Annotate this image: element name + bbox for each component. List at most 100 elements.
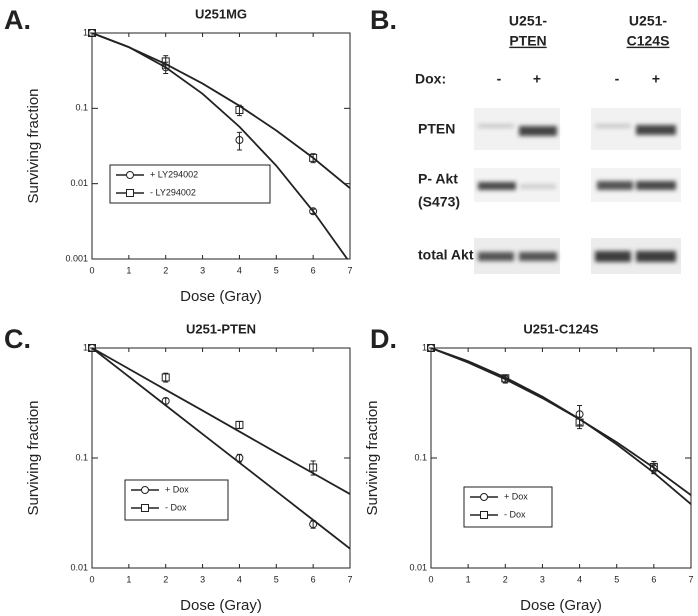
x-tick-label: 7: [347, 265, 352, 275]
y-tick-label: 0.01: [409, 562, 427, 572]
x-tick-label: 1: [126, 265, 131, 275]
panel-label: A.: [4, 5, 31, 35]
fit-line: [92, 33, 350, 189]
x-tick-label: 1: [466, 574, 471, 584]
marker: [649, 462, 658, 471]
x-tick-label: 3: [540, 574, 545, 584]
fit-line: [431, 348, 691, 505]
row-label: P- Akt: [418, 171, 458, 187]
x-tick-label: 6: [651, 574, 656, 584]
marker: [235, 106, 244, 115]
x-tick-label: 5: [274, 265, 279, 275]
legend-box: [109, 164, 271, 204]
y-tick-label: 0.1: [75, 103, 88, 113]
marker: [235, 135, 244, 144]
x-tick-label: 6: [311, 265, 316, 275]
fit-line: [92, 33, 349, 259]
x-axis-label: Dose (Gray): [180, 597, 262, 614]
marker: [161, 57, 170, 66]
y-tick-label: 0.01: [70, 178, 88, 188]
row-label: total Akt: [418, 247, 474, 263]
y-tick-label: 1: [83, 342, 88, 352]
chart-title: U251MG: [195, 6, 247, 21]
legend-label: + Dox: [165, 484, 189, 494]
fit-line: [92, 348, 350, 550]
legend-marker: [141, 486, 149, 494]
y-tick-label: 0.1: [414, 452, 427, 462]
legend-box: [124, 479, 229, 521]
row-label: PTEN: [418, 121, 455, 137]
x-tick-label: 3: [200, 574, 205, 584]
chart-title: U251-PTEN: [186, 321, 256, 336]
y-tick-label: 1: [422, 342, 427, 352]
y-axis-label: Surviving fraction: [364, 400, 381, 515]
x-tick-label: 2: [163, 265, 168, 275]
panel-label: B.: [370, 5, 397, 35]
column-label: C124S: [627, 33, 670, 49]
x-tick-label: 2: [503, 574, 508, 584]
marker: [235, 454, 244, 462]
column-label: PTEN: [509, 33, 546, 49]
legend-label: - Dox: [165, 502, 187, 512]
x-tick-label: 3: [200, 265, 205, 275]
y-tick-label: 0.01: [70, 562, 88, 572]
legend-label: - Dox: [504, 509, 526, 519]
legend-marker: [480, 493, 488, 501]
x-tick-label: 7: [347, 574, 352, 584]
dox-sign: +: [652, 71, 660, 87]
x-tick-label: 5: [614, 574, 619, 584]
x-tick-label: 2: [163, 574, 168, 584]
blot-panel: B. U251- PTEN U251- C124S Dox: - + - + P…: [370, 5, 681, 274]
chart-title: U251-C124S: [523, 321, 598, 336]
marker: [88, 344, 96, 352]
marker: [88, 29, 96, 37]
plot-frame: [91, 32, 351, 260]
marker: [161, 396, 170, 405]
y-axis-label: Surviving fraction: [25, 400, 42, 515]
row-label: (S473): [418, 194, 460, 210]
marker: [575, 418, 584, 427]
dox-label: Dox:: [415, 71, 446, 87]
chart: C. U251-PTEN Dose (Gray) Surviving fraction…: [4, 321, 353, 614]
x-tick-label: 6: [311, 574, 316, 584]
x-axis-label: Dose (Gray): [520, 597, 602, 614]
legend-box: [463, 486, 553, 528]
y-tick-label: 0.001: [65, 253, 88, 263]
dox-sign: +: [533, 71, 541, 87]
marker: [427, 344, 435, 352]
legend-label: + LY294002: [150, 169, 198, 179]
x-tick-label: 5: [274, 574, 279, 584]
panel-label: C.: [4, 324, 31, 354]
marker: [501, 374, 510, 383]
legend-label: + Dox: [504, 491, 528, 501]
error-bar: [236, 420, 242, 430]
x-tick-label: 0: [428, 574, 433, 584]
x-tick-label: 4: [237, 574, 242, 584]
marker: [309, 207, 318, 216]
plot-frame: [430, 347, 692, 569]
fit-line: [92, 348, 350, 495]
x-axis-label: Dose (Gray): [180, 288, 262, 305]
blot-image: [474, 108, 681, 274]
legend-marker: [480, 511, 488, 519]
error-bar: [236, 131, 242, 151]
y-tick-label: 0.1: [75, 452, 88, 462]
error-bar: [310, 208, 316, 215]
marker: [309, 520, 318, 529]
x-tick-label: 1: [126, 574, 131, 584]
marker: [235, 420, 244, 429]
x-tick-label: 4: [577, 574, 582, 584]
chart: D. U251-C124S Dose (Gray) Surviving fractio…: [364, 321, 694, 614]
legend-marker: [126, 189, 134, 197]
legend-marker: [141, 504, 149, 512]
dox-sign: -: [497, 71, 502, 87]
marker: [309, 153, 318, 162]
error-bar: [310, 460, 316, 476]
panel-label: D.: [370, 324, 397, 354]
plot-frame: [91, 347, 351, 569]
legend-label: - LY294002: [150, 187, 196, 197]
dox-sign: -: [615, 71, 620, 87]
chart: A. U251MG Dose (Gray) Surviving fraction 0 1 2…: [4, 5, 353, 305]
column-label: U251-: [629, 13, 667, 29]
